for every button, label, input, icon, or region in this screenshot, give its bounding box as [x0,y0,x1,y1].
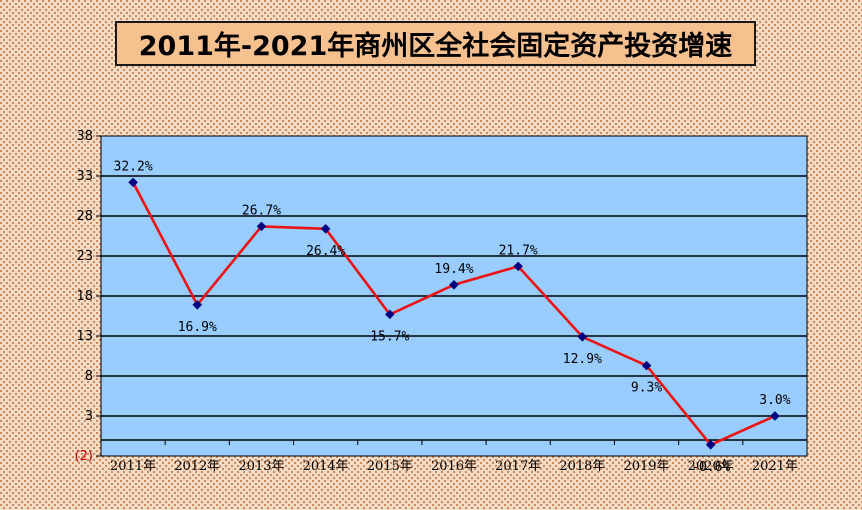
data-label: 16.9% [178,320,217,335]
x-tick-label: 2018年 [559,459,605,474]
data-label: 9.3% [631,381,662,396]
x-tick-label: 2020年 [688,459,734,474]
x-tick-label: 2015年 [367,459,413,474]
data-label: 21.7% [499,243,538,258]
x-tick-label: 2019年 [623,459,669,474]
chart-title: 2011年-2021年商州区全社会固定资产投资增速 [115,21,756,66]
x-tick-label: 2016年 [431,459,477,474]
y-tick-label: 18 [76,289,93,304]
y-tick-label: 23 [76,249,93,264]
y-tick-label: 28 [76,209,93,224]
data-point-marker [320,224,331,234]
data-point-marker [192,300,203,310]
data-labels: 32.2% 16.9% 26.7% 26.4% 15.7% 19.4% 21.7% 12.9%… [114,159,791,474]
x-tick-label: 2014年 [303,459,349,474]
y-tick-label: 38 [76,129,93,144]
data-point-marker [385,309,395,320]
y-tick-label: 8 [85,369,93,384]
y-tick-label: 3 [85,409,93,424]
x-tick-label: 2017年 [495,459,541,474]
x-tick-label: 2013年 [238,459,284,474]
data-label: 19.4% [434,262,473,277]
y-tick-label: 13 [76,329,93,344]
x-tick-label: 2012年 [174,459,220,474]
data-point-marker [705,440,716,450]
data-label: 3.0% [759,393,790,408]
y-tick-label: 33 [76,169,93,184]
x-tick-label: 2011年 [110,459,156,474]
data-label: 15.7% [370,329,409,344]
data-point-marker [770,411,780,421]
y-axis: 38 33 28 23 18 13 8 3 (2) [75,129,101,464]
data-point-marker [128,177,138,188]
x-axis: 2011年 2012年 2013年 2014年 2015年 2016年 2017年 2018年… [100,439,808,474]
data-point-marker [577,332,588,342]
data-series [128,177,780,450]
data-label: 26.4% [306,244,345,259]
data-point-marker [449,280,459,290]
data-label: 26.7% [242,203,281,218]
data-point-marker [641,360,652,371]
x-tick-label: 2021年 [752,459,798,474]
data-label: 32.2% [114,159,153,174]
data-point-marker [256,221,267,232]
gridlines [101,175,807,417]
data-point-marker [513,261,523,272]
data-label: -0.6% [691,460,730,475]
data-label: 12.9% [563,352,602,367]
y-tick-label: (2) [75,449,93,464]
